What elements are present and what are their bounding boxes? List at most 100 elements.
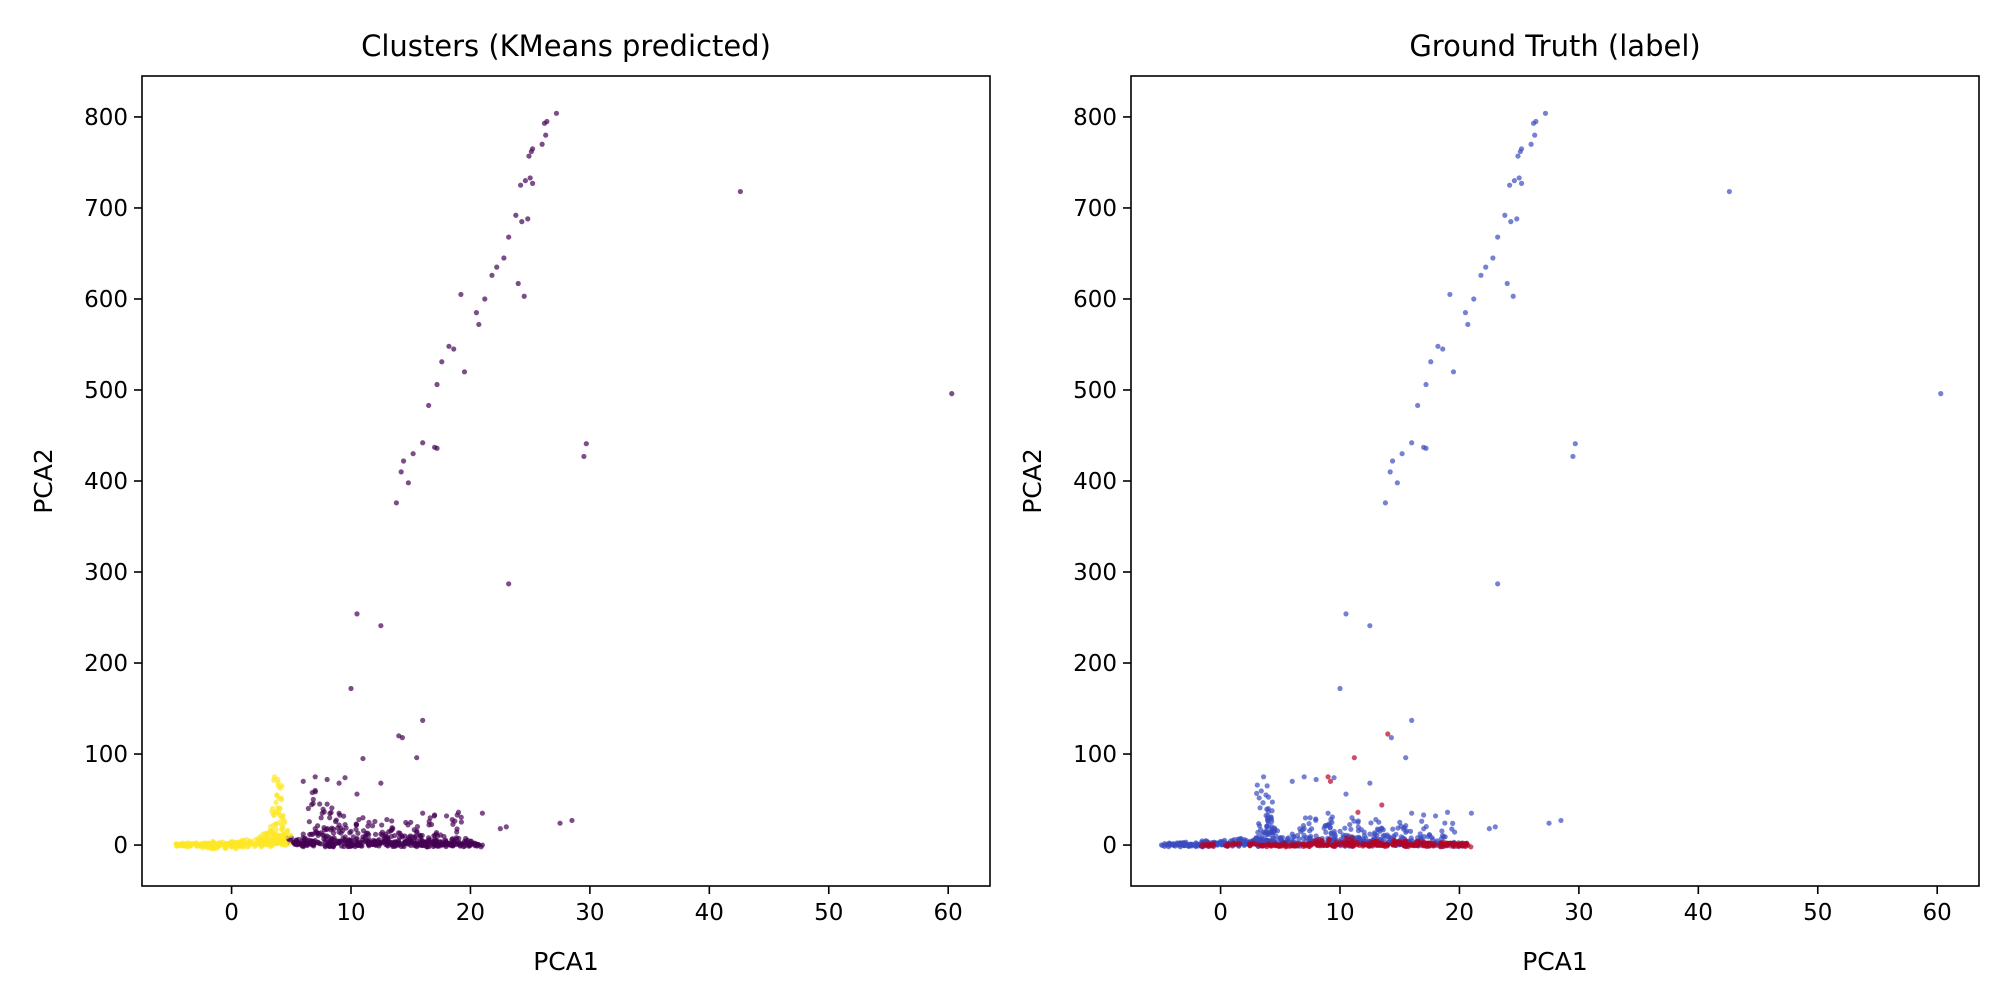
data-point — [1260, 774, 1267, 780]
data-point — [1388, 735, 1394, 741]
data-point — [396, 834, 403, 841]
data-point — [1300, 823, 1307, 829]
data-point — [446, 343, 452, 349]
data-point — [278, 797, 285, 803]
y-axis-label: PCA2 — [29, 448, 58, 514]
x-axis-label: PCA1 — [1522, 947, 1588, 976]
data-point — [431, 813, 437, 819]
data-point — [1271, 825, 1278, 831]
data-point — [1402, 843, 1409, 850]
data-point — [544, 118, 550, 125]
data-point — [389, 825, 395, 831]
data-point — [506, 581, 512, 587]
data-point — [1296, 836, 1302, 842]
data-point — [476, 321, 482, 328]
data-point — [1235, 841, 1241, 847]
data-point — [529, 180, 536, 186]
data-point — [1378, 825, 1385, 831]
y-tick-label: 400 — [84, 469, 128, 495]
data-point — [1382, 500, 1388, 506]
data-point — [1192, 842, 1198, 849]
data-point — [393, 842, 399, 848]
data-point — [1572, 441, 1578, 447]
x-tick-label: 0 — [224, 900, 239, 926]
data-point — [1286, 843, 1293, 849]
data-point — [1331, 775, 1337, 781]
data-point — [1382, 832, 1388, 838]
data-point — [515, 280, 521, 287]
series-1 — [284, 110, 955, 850]
data-point — [1279, 834, 1286, 841]
data-point — [1502, 212, 1508, 218]
data-point — [1367, 623, 1373, 629]
data-point — [1439, 840, 1445, 846]
data-point — [543, 132, 549, 138]
data-point — [348, 685, 354, 692]
data-point — [1254, 790, 1260, 796]
chart-title: Ground Truth (label) — [1409, 29, 1700, 63]
data-point — [494, 264, 500, 270]
data-point — [1384, 843, 1390, 849]
data-point — [300, 778, 306, 784]
data-point — [1415, 402, 1421, 409]
data-point — [1261, 835, 1267, 842]
data-point — [455, 841, 461, 847]
data-point — [1270, 835, 1276, 841]
data-point — [1504, 280, 1510, 287]
data-point — [497, 826, 503, 832]
data-point — [306, 819, 312, 825]
data-point — [305, 805, 311, 812]
data-point — [1347, 821, 1353, 828]
y-tick-label: 600 — [1073, 287, 1117, 313]
data-point — [1289, 778, 1295, 784]
data-point — [426, 402, 432, 409]
data-point — [321, 832, 327, 839]
data-point — [1355, 828, 1362, 834]
data-point — [1495, 581, 1501, 587]
chart-panel-2: 0 10 20 30 40 50 600100200300400500600700800Gr… — [1018, 29, 1980, 976]
data-point — [1343, 611, 1349, 617]
x-axis-label: PCA1 — [533, 947, 599, 976]
data-point — [506, 234, 512, 240]
data-point — [1426, 832, 1433, 838]
data-point — [271, 777, 277, 783]
x-tick-label: 10 — [1325, 900, 1354, 926]
data-point — [1342, 841, 1348, 847]
data-point — [1321, 825, 1327, 831]
data-point — [518, 182, 524, 188]
data-point — [1325, 774, 1331, 780]
data-point — [522, 178, 528, 184]
y-tick-label: 700 — [1073, 196, 1117, 222]
data-point — [1355, 818, 1361, 824]
data-point — [1532, 132, 1538, 138]
y-tick-label: 100 — [1073, 742, 1117, 768]
x-tick-label: 30 — [1564, 900, 1593, 926]
data-point — [1209, 841, 1215, 847]
data-point — [378, 780, 384, 786]
data-point — [312, 789, 318, 795]
data-point — [557, 820, 563, 826]
data-point — [1423, 445, 1429, 451]
data-point — [324, 776, 330, 783]
data-point — [949, 391, 955, 397]
data-point — [414, 824, 421, 830]
data-point — [353, 822, 359, 828]
data-point — [1350, 838, 1356, 845]
y-tick-label: 300 — [1073, 560, 1117, 586]
data-point — [1558, 817, 1564, 824]
data-point — [436, 843, 443, 849]
data-point — [1393, 831, 1399, 837]
data-point — [1342, 825, 1348, 831]
data-point — [1428, 359, 1434, 365]
data-point — [1379, 802, 1385, 808]
data-point — [319, 810, 325, 816]
data-point — [1282, 840, 1288, 846]
data-point — [1256, 795, 1262, 801]
data-point — [410, 451, 416, 457]
data-point — [373, 842, 379, 849]
data-point — [1726, 188, 1732, 195]
data-point — [353, 836, 359, 842]
data-point — [479, 810, 485, 816]
data-point — [1337, 828, 1343, 834]
data-point — [384, 816, 390, 823]
